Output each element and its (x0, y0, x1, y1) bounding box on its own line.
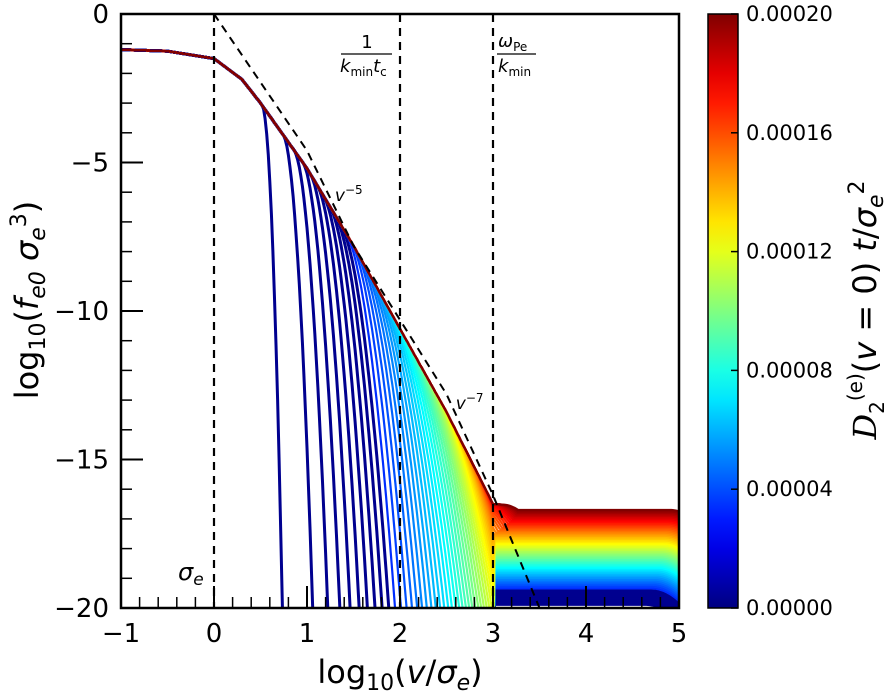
y-tick-label-1: −5 (71, 149, 109, 179)
colorbar: 0.00020 0.00016 0.00012 0.00008 0.00004 0.000… (707, 2, 833, 620)
x-tick-label-4: 3 (485, 619, 502, 649)
slope-label-1: v−7 (456, 391, 484, 414)
x-tick-label-1: 0 (206, 619, 223, 649)
x-tick-label-5: 4 (578, 619, 595, 649)
cb-tick-label-5: 0.00000 (746, 596, 833, 620)
y-tick-label-3: −15 (54, 446, 109, 476)
colorbar-fill (708, 14, 738, 608)
svg-text:log10(fe0 σe3): log10(fe0 σe3) (7, 201, 51, 400)
power-law-asymptote (213, 14, 541, 608)
svg-text:σe: σe (178, 558, 204, 590)
x-tick-label-0: −1 (102, 619, 140, 649)
svg-text:1: 1 (361, 32, 372, 53)
vline-label-omega-pe: ωPe kmin (497, 31, 536, 79)
curve-45 (121, 48, 679, 536)
y-tick-label-4: −20 (54, 594, 109, 624)
y-tick-label-0: 0 (92, 0, 109, 30)
x-axis-ticks: −1 0 1 2 3 4 5 (102, 586, 687, 649)
cb-tick-label-1: 0.00016 (746, 121, 833, 145)
cb-tick-label-4: 0.00004 (746, 477, 833, 501)
reference-lines (212, 14, 495, 608)
cb-tick-label-0: 0.00020 (746, 2, 833, 26)
x-axis-title: log10(v/σe) (317, 653, 482, 693)
vline-label-sigma: σe (178, 558, 204, 590)
plot-area: −1 0 1 2 3 4 5 0−5−10−15−20 v−5v−7 (54, 0, 687, 649)
y-tick-label-2: −10 (54, 297, 109, 327)
y-axis-title: log10(fe0 σe3) (7, 201, 51, 400)
x-tick-label-3: 2 (392, 619, 409, 649)
vline-label-kmin-tc: 1 kmintc (340, 32, 392, 79)
cb-tick-label-3: 0.00008 (746, 358, 833, 382)
svg-text:log10(v/σe): log10(v/σe) (317, 653, 482, 693)
slope-label-0: v−5 (335, 183, 363, 206)
svg-text:kmintc: kmintc (340, 56, 387, 79)
curve-46 (121, 48, 679, 534)
slope-annotations: v−5 v−7 (335, 183, 484, 414)
svg-text:D2(e)(v = 0) t/σe2: D2(e)(v = 0) t/σe2 (843, 180, 889, 440)
svg-text:kmin: kmin (498, 56, 531, 79)
y-axis-ticks: 0 −5 −10 −15 −20 (54, 0, 143, 624)
curve-48 (121, 48, 679, 531)
colorbar-title: D2(e)(v = 0) t/σe2 (843, 180, 889, 440)
curve-47 (121, 48, 679, 532)
cb-tick-label-2: 0.00012 (746, 240, 833, 264)
x-tick-label-6: 5 (671, 619, 688, 649)
x-tick-label-2: 1 (299, 619, 316, 649)
colorbar-ticks: 0.00020 0.00016 0.00012 0.00008 0.00004 0.000… (731, 2, 833, 620)
svg-text:ωPe: ωPe (498, 31, 527, 54)
colorbar-frame (707, 13, 739, 609)
